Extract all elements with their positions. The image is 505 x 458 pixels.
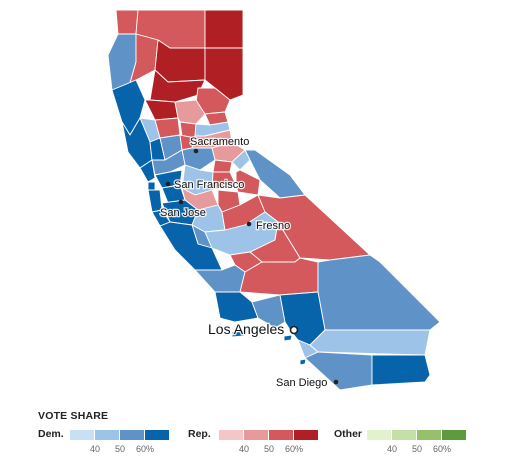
city-los-angeles-marker [289,325,299,335]
county-san-francisco[interactable] [147,181,156,191]
county-ventura[interactable] [251,294,286,329]
city-fresno-label: Fresno [256,220,290,232]
county-amador[interactable] [212,159,233,173]
legend-swatch-other-2 [417,430,441,440]
county-imperial[interactable] [371,354,431,386]
legend-swatches-dem [70,430,169,440]
city-fresno-dot [246,221,252,227]
city-san-jose-label: San Jose [160,207,206,219]
county-del-norte[interactable] [115,9,139,35]
legend-tick-other-0: 40 [386,444,398,454]
city-sacramento-dot [193,148,199,154]
city-los-angeles-label: Los Angeles [208,321,284,337]
county-colusa[interactable] [154,117,181,139]
legend-tick-rep-2: 60% [284,444,304,454]
legend-swatch-rep-0 [219,430,243,440]
vote-share-legend: VOTE SHARE Dem. 40 50 60% Rep. 40 50 60% Oth… [38,410,478,456]
legend-tick-other-2: 60% [432,444,452,454]
legend-label-dem: Dem. [38,428,64,440]
city-san-francisco[interactable]: San Francisco [165,178,246,192]
city-san-francisco-label: San Francisco [174,179,244,191]
legend-group-rep: Rep. 40 50 60% [188,428,328,456]
city-sacramento-label: Sacramento [190,136,249,148]
county-calaveras[interactable] [211,171,237,191]
legend-swatch-other-1 [392,430,416,440]
county-san-bernardino[interactable] [317,254,441,331]
legend-swatch-dem-2 [120,430,144,440]
legend-swatch-rep-1 [244,430,268,440]
city-san-francisco-dot [165,181,171,187]
legend-swatch-dem-1 [95,430,119,440]
legend-swatches-other [367,430,466,440]
city-san-diego-label: San Diego [276,377,327,389]
california-county-map: Sacramento San Francisco San Jose Fresno… [107,9,441,391]
city-san-jose-dot [178,199,184,205]
county-modoc[interactable] [204,9,244,49]
legend-tick-rep-0: 40 [238,444,250,454]
legend-tick-dem-1: 50 [114,444,126,454]
legend-tick-dem-2: 60% [135,444,155,454]
legend-swatch-dem-0 [70,430,94,440]
city-los-angeles[interactable]: Los Angeles [207,320,299,338]
legend-swatch-rep-3 [294,430,318,440]
legend-group-dem: Dem. 40 50 60% [38,428,178,456]
county-shapes [107,9,441,391]
legend-tick-other-1: 50 [411,444,423,454]
legend-swatch-rep-2 [269,430,293,440]
legend-label-rep: Rep. [188,428,211,440]
legend-swatches-rep [219,430,318,440]
city-san-diego[interactable]: San Diego [275,376,339,390]
city-san-diego-dot [333,379,339,385]
legend-tick-dem-0: 40 [89,444,101,454]
legend-title: VOTE SHARE [38,410,109,422]
county-santa-barbara[interactable] [214,291,259,323]
county-contra-costa[interactable] [154,169,183,189]
channel-islands[interactable] [231,329,307,366]
city-san-jose[interactable]: San Jose [159,199,207,220]
county-glenn[interactable] [144,99,179,121]
city-sacramento[interactable]: Sacramento [189,135,251,154]
legend-label-other: Other [334,428,363,440]
legend-tick-rep-1: 50 [263,444,275,454]
county-riverside[interactable] [309,329,431,356]
legend-swatch-other-3 [442,430,466,440]
city-fresno[interactable]: Fresno [246,219,292,233]
legend-group-other: Other 40 50 60% [334,428,478,456]
city-markers: Sacramento San Francisco San Jose Fresno… [159,135,339,390]
legend-swatch-dem-3 [145,430,169,440]
legend-swatch-other-0 [367,430,391,440]
county-marin[interactable] [139,159,156,183]
